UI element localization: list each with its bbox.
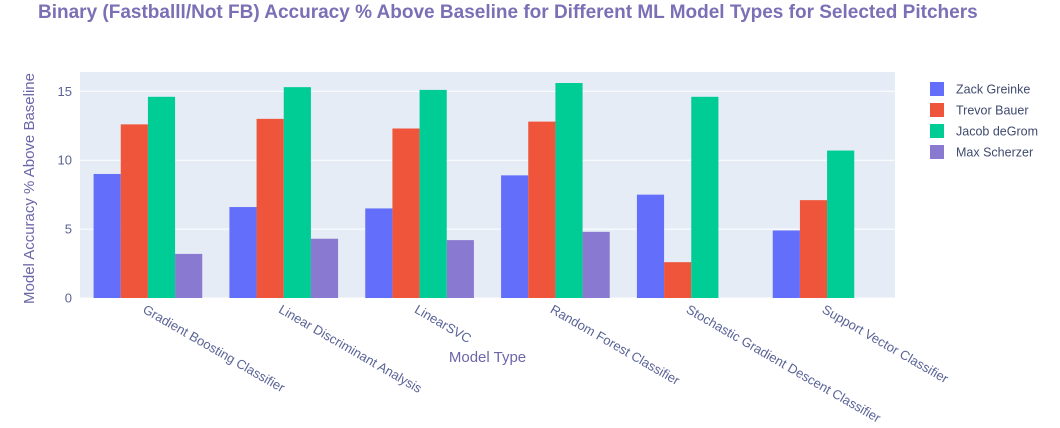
y-axis-ticks: 0 5 10 15	[58, 84, 72, 306]
legend-swatch	[930, 82, 944, 96]
x-tick-label: Linear Discriminant Analysis	[276, 302, 425, 397]
bar[interactable]	[365, 208, 393, 298]
bar[interactable]	[256, 118, 284, 298]
legend-item[interactable]: Max Scherzer	[930, 145, 1033, 160]
legend-swatch	[930, 145, 944, 159]
x-tick-label: Support Vector Classifier	[820, 302, 952, 387]
bar[interactable]	[93, 173, 121, 298]
bar[interactable]	[283, 87, 311, 298]
legend-item[interactable]: Jacob deGrom	[930, 124, 1038, 139]
bar[interactable]	[310, 238, 339, 298]
legend-label: Zack Greinke	[956, 83, 1030, 97]
bar[interactable]	[664, 262, 692, 298]
x-axis-title: Model Type	[449, 349, 526, 366]
bar[interactable]	[419, 89, 447, 298]
y-tick-label: 0	[65, 291, 72, 306]
legend-swatch	[930, 103, 944, 117]
legend-label: Jacob deGrom	[956, 125, 1038, 139]
legend-label: Trevor Bauer	[956, 104, 1028, 118]
plot-background	[80, 72, 895, 298]
legend-swatch	[930, 124, 944, 138]
bar[interactable]	[501, 175, 529, 298]
legend-item[interactable]: Trevor Bauer	[930, 103, 1028, 118]
chart-title: Binary (Fastballl/Not FB) Accuracy % Abo…	[38, 2, 978, 23]
grid-lines	[80, 90, 895, 299]
bar[interactable]	[636, 194, 665, 298]
bar[interactable]	[555, 83, 583, 299]
y-tick-label: 5	[65, 222, 72, 237]
bar[interactable]	[446, 240, 474, 298]
bar[interactable]	[799, 200, 828, 298]
bar[interactable]	[120, 124, 148, 299]
bar[interactable]	[147, 96, 176, 299]
bar[interactable]	[582, 231, 610, 298]
y-tick-label: 15	[58, 84, 72, 99]
bar[interactable]	[175, 253, 203, 298]
bar[interactable]	[528, 121, 556, 298]
bar[interactable]	[229, 207, 257, 298]
bar[interactable]	[827, 150, 855, 298]
x-tick-label: Random Forest Classifier	[548, 302, 683, 389]
legend-label: Max Scherzer	[956, 146, 1033, 160]
legend[interactable]: Zack Greinke Trevor Bauer Jacob deGrom Max …	[930, 82, 1038, 160]
bar[interactable]	[772, 230, 800, 298]
y-axis-title: Model Accuracy % Above Baseline	[21, 73, 38, 304]
x-tick-label: LinearSVC	[412, 302, 474, 346]
x-tick-label: Gradient Boosting Classifier	[140, 302, 288, 396]
bar[interactable]	[691, 96, 719, 299]
bars	[93, 83, 855, 299]
legend-item[interactable]: Zack Greinke	[930, 82, 1030, 97]
bar[interactable]	[392, 128, 420, 299]
y-tick-label: 10	[58, 153, 72, 168]
